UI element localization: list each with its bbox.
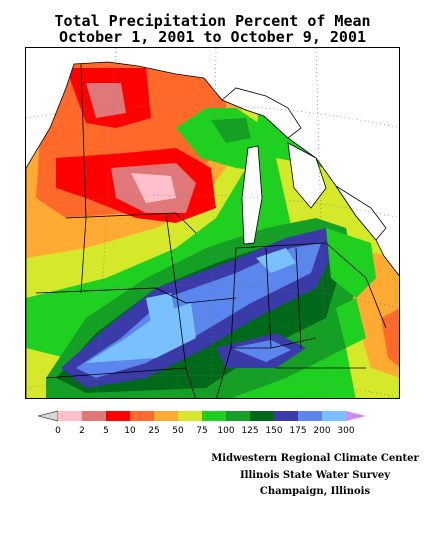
- legend-swatch: [58, 411, 82, 421]
- color-scale-legend: [38, 410, 366, 422]
- legend-swatch: [226, 411, 250, 421]
- legend-swatch: [178, 411, 202, 421]
- legend-tick-label: 175: [289, 426, 307, 436]
- legend-tick-label: 125: [241, 426, 259, 436]
- legend-swatch: [106, 411, 130, 421]
- legend-swatch: [298, 411, 322, 421]
- credit-location: Champaign, Illinois: [259, 486, 371, 497]
- legend-tick-label: 2: [79, 426, 85, 436]
- legend-tick-label: 150: [265, 426, 283, 436]
- legend-low-arrow: [38, 410, 59, 422]
- legend-tick-label: 300: [337, 426, 355, 436]
- precipitation-map: [25, 47, 400, 399]
- legend-swatch: [322, 411, 346, 421]
- legend-swatch: [250, 411, 274, 421]
- legend-swatch: [202, 411, 226, 421]
- legend-tick-label: 0: [55, 426, 61, 436]
- legend-tick-label: 200: [313, 426, 331, 436]
- legend-swatch: [154, 411, 178, 421]
- legend-swatch: [82, 411, 106, 421]
- map-date-range: October 1, 2001 to October 9, 2001: [58, 28, 367, 46]
- credit-center: Midwestern Regional Climate Center: [211, 453, 419, 464]
- legend-tick-label: 25: [148, 426, 160, 436]
- credit-survey: Illinois State Water Survey: [239, 470, 391, 481]
- legend-swatch: [274, 411, 298, 421]
- legend-tick-label: 75: [196, 426, 208, 436]
- legend-tick-label: 5: [103, 426, 109, 436]
- precipitation-contour-map: [26, 48, 399, 398]
- map-title: Total Precipitation Percent of Mean: [54, 12, 371, 30]
- legend-swatch: [130, 411, 154, 421]
- legend-tick-label: 100: [217, 426, 235, 436]
- legend-tick-label: 10: [124, 426, 136, 436]
- legend-high-arrow: [346, 411, 366, 421]
- legend-tick-label: 50: [172, 426, 184, 436]
